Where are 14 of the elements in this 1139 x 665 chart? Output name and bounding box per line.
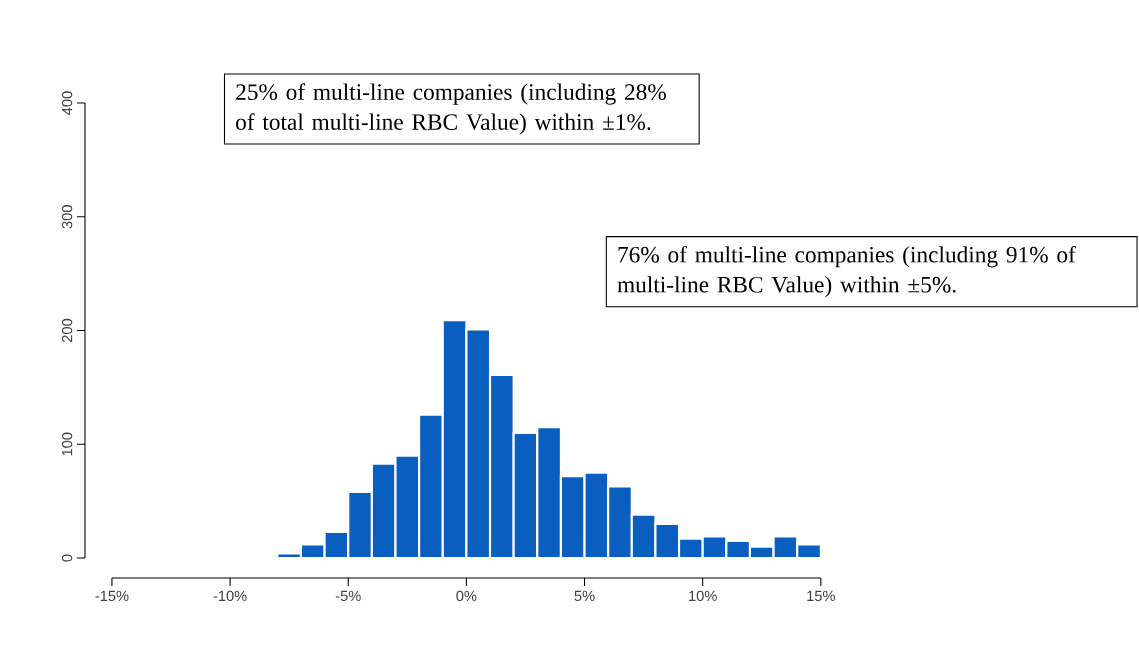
x-tick-label: 0%: [456, 590, 477, 602]
annotation: 76% of multi-line companies (including 91% of multi-line RBC Value) within ±5%.: [617, 245, 1076, 298]
x-tick-label: 5%: [574, 590, 595, 602]
x-tick-label: 15%: [807, 590, 835, 602]
y-tick-label: 200: [61, 318, 73, 342]
x-tick-label: -10%: [213, 590, 247, 602]
y-tick-label: 300: [61, 205, 73, 229]
y-tick-label: 0: [61, 554, 73, 562]
y-tick-label: 100: [61, 432, 73, 456]
annotation: 25% of multi-line companies (including 28% of total multi-line RBC Value) within ±1%.: [236, 83, 666, 135]
x-tick-label: 10%: [689, 590, 717, 602]
x-tick-label: -5%: [335, 590, 361, 602]
x-tick-label: -15%: [95, 590, 129, 602]
y-tick-label: 400: [61, 91, 73, 115]
